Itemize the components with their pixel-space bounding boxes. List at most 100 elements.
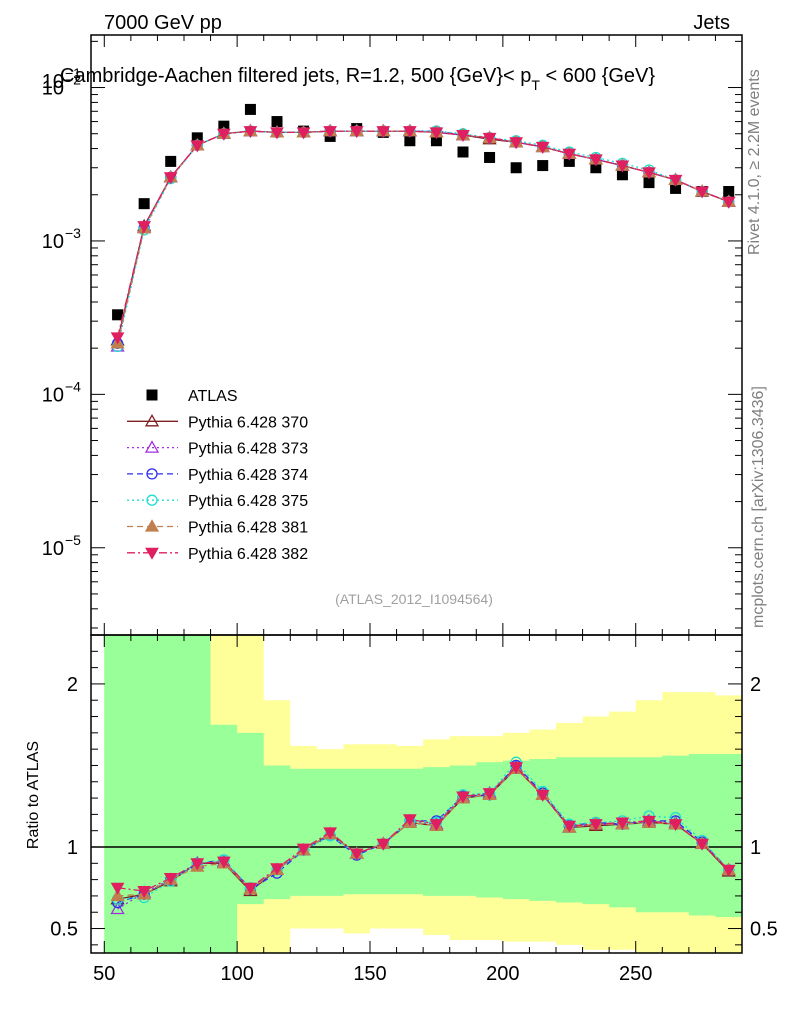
main-panel-series: [110, 103, 736, 353]
data-point-pythia-6-428-382: [349, 126, 364, 139]
x-tick-label: 150: [353, 963, 386, 985]
ratio-point-pythia-6-428-382: [296, 843, 311, 856]
x-tick-label: 200: [486, 963, 519, 985]
data-point-pythia-6-428-382: [456, 130, 470, 143]
analysis-watermark: (ATLAS_2012_I1094564): [335, 591, 493, 607]
ratio-panel-series: [110, 756, 736, 915]
ratio-point-pythia-6-428-382: [695, 838, 710, 851]
data-point-pythia-6-428-382: [110, 332, 125, 345]
data-point-pythia-6-428-382: [270, 127, 284, 140]
data-point-pythia-6-428-382: [642, 167, 656, 180]
data-point-atlas: [563, 155, 575, 167]
ratio-y-tick-label-right: 1: [750, 837, 761, 859]
data-point-atlas: [404, 135, 416, 147]
ratio-point-pythia-6-428-382: [456, 791, 470, 804]
x-tick-label: 250: [619, 963, 652, 985]
data-point-pythia-6-428-382: [323, 126, 338, 139]
data-point-pythia-6-428-382: [482, 132, 497, 145]
legend: ATLAS Pythia 6.428 370 Pythia 6.428 373 Pyt…: [127, 388, 308, 563]
data-point-pythia-6-428-382: [163, 172, 178, 185]
ratio-point-pythia-6-428-382: [243, 882, 258, 895]
ratio-point-pythia-6-428-382: [323, 827, 338, 840]
ratio-point-pythia-6-428-382: [721, 864, 736, 877]
header-left-label: 7000 GeV pp: [104, 12, 222, 34]
data-point-atlas: [191, 132, 203, 144]
data-point-atlas: [510, 162, 522, 174]
legend-label: Pythia 6.428 375: [188, 493, 308, 510]
ratio-point-pythia-6-428-382: [270, 863, 284, 876]
ratio-point-pythia-6-428-382: [535, 789, 550, 802]
series-line-pythia-6-428-375: [116, 130, 729, 347]
legend-marker-pythia-6-428-375: [146, 494, 158, 506]
data-point-atlas: [271, 116, 283, 128]
plot-title-main: Cambridge-Aachen filtered jets, R=1.2, 5…: [60, 65, 531, 87]
ratio-uncertainty-bands: [104, 635, 743, 953]
mcplots-label: mcplots.cern.ch [arXiv:1306.3436]: [750, 386, 767, 628]
series-line-pythia-6-428-374: [116, 130, 729, 344]
data-point-atlas: [670, 182, 682, 194]
data-point-atlas: [218, 120, 230, 132]
series-line-pythia-6-428-381: [116, 130, 729, 344]
legend-label: Pythia 6.428 381: [188, 520, 308, 537]
legend-marker-pythia-6-428-374: [146, 468, 158, 480]
data-point-atlas: [112, 309, 124, 321]
ratio-point-pythia-6-428-382: [482, 788, 497, 801]
ratio-green-band: [104, 635, 743, 953]
data-point-pythia-6-428-382: [402, 126, 417, 139]
data-point-atlas: [616, 169, 628, 181]
legend-label: Pythia 6.428 370: [188, 414, 308, 431]
data-point-pythia-6-428-382: [721, 196, 736, 209]
ratio-point-pythia-6-428-382: [110, 882, 125, 895]
ratio-point-pythia-6-428-382: [216, 856, 231, 869]
y-tick-label-exponent: −4: [65, 378, 81, 394]
y-tick-label: 10: [42, 78, 64, 100]
legend-marker-atlas: [146, 389, 158, 401]
ratio-point-pythia-6-428-382: [588, 819, 603, 832]
header-right-label: Jets: [693, 12, 730, 34]
data-point-atlas: [244, 103, 256, 115]
legend-label: ATLAS: [188, 388, 238, 405]
legend-marker-pythia-6-428-370: [144, 413, 160, 427]
ratio-y-tick-label-right: 2: [750, 674, 761, 696]
y-tick-label: 10: [42, 231, 64, 253]
y-tick-label: 10: [42, 538, 64, 560]
series-line-pythia-6-428-382: [116, 130, 729, 338]
data-point-pythia-6-428-382: [588, 154, 603, 167]
ratio-point-pythia-6-428-382: [429, 819, 444, 832]
ratio-point-pythia-6-428-382: [668, 819, 683, 832]
legend-label: Pythia 6.428 382: [188, 546, 308, 563]
data-point-pythia-6-428-382: [535, 141, 550, 154]
series-line-pythia-6-428-373: [116, 130, 729, 347]
data-point-atlas: [537, 160, 549, 172]
ratio-y-tick-label: 1: [67, 837, 78, 859]
ratio-point-pythia-6-428-382: [376, 838, 391, 851]
ratio-line-pythia-6-428-382: [117, 766, 730, 892]
data-point-atlas: [643, 177, 655, 189]
y-tick-label-exponent: −5: [65, 532, 81, 548]
data-point-atlas: [457, 146, 469, 158]
y-tick-label-top: 10: [42, 71, 64, 93]
data-point-pythia-6-428-382: [509, 137, 524, 150]
y-tick-label-top-exponent: −1: [65, 65, 81, 81]
data-point-pythia-6-428-382: [668, 174, 683, 187]
data-point-pythia-6-428-382: [243, 126, 258, 139]
data-point-atlas: [723, 186, 735, 198]
ratio-point-pythia-6-428-382: [137, 886, 152, 899]
ratio-point-pythia-6-428-382: [402, 814, 417, 827]
y-tick-label-exponent: −3: [65, 225, 81, 241]
ratio-y-tick-label: 2: [67, 674, 78, 696]
data-point-pythia-6-428-382: [615, 160, 630, 173]
x-tick-label: 100: [220, 963, 253, 985]
ratio-point-pythia-6-428-382: [190, 858, 205, 871]
data-point-pythia-6-428-382: [216, 128, 231, 141]
ratio-point-pythia-6-428-382: [163, 872, 178, 885]
legend-label: Pythia 6.428 374: [188, 467, 308, 484]
plot-title-suffix: < 600 {GeV}: [540, 65, 655, 87]
ratio-y-tick-label: 0.5: [50, 919, 78, 941]
ratio-panel-frame: [90, 634, 743, 954]
data-point-pythia-6-428-382: [190, 140, 205, 153]
series-line-pythia-6-428-370: [116, 130, 729, 341]
data-point-atlas: [590, 162, 602, 174]
